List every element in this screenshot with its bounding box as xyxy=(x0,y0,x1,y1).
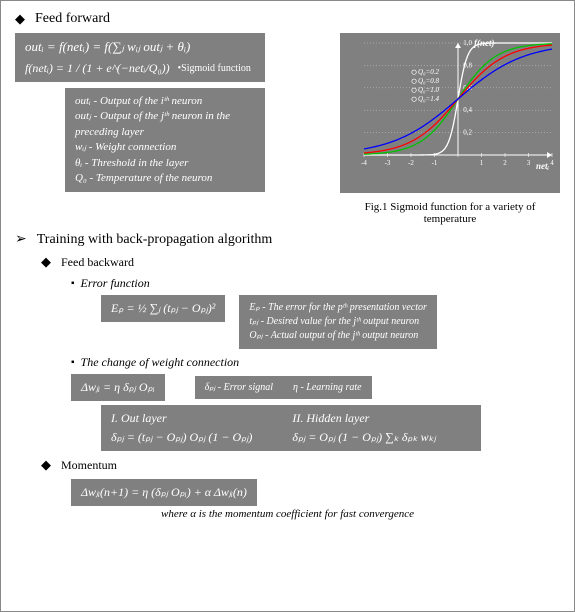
def-q0: Q₀ - Temperature of the neuron xyxy=(75,171,255,186)
sigmoid-label: •Sigmoid function xyxy=(178,63,251,74)
svg-text:Q₀=1.4: Q₀=1.4 xyxy=(418,95,439,103)
layer-formulas-box: I. Out layer δₚⱼ = (tₚⱼ − Oₚⱼ) Oₚⱼ (1 − … xyxy=(101,405,481,451)
feed-backward-title: Feed backward xyxy=(61,255,134,270)
def-ep: Eₚ - The error for the pᵗʰ presentation … xyxy=(249,301,426,315)
svg-text:3: 3 xyxy=(527,159,531,167)
formula-out-net-text: outᵢ = f(netᵢ) = f(∑ⱼ wᵢⱼ outⱼ + θᵢ) xyxy=(25,39,255,55)
def-delta-pj: δₚⱼ - Error signal xyxy=(205,382,273,393)
def-out-i: outᵢ - Output of the iᵗʰ neuron xyxy=(75,94,255,109)
svg-text:0,2: 0,2 xyxy=(463,129,472,137)
hidden-layer-label: II. Hidden layer xyxy=(292,411,436,426)
def-out-j: outⱼ - Output of the jᵗʰ neuron in the p… xyxy=(75,109,255,140)
diamond-icon: ◆ xyxy=(41,254,51,270)
formula-out-net: outᵢ = f(netᵢ) = f(∑ⱼ wᵢⱼ outⱼ + θᵢ) f(n… xyxy=(15,33,265,82)
def-tpj: tₚⱼ - Desired value for the jᵗʰ output n… xyxy=(249,315,426,329)
svg-text:Q₀=0.2: Q₀=0.2 xyxy=(418,68,439,76)
svg-text:4: 4 xyxy=(550,159,554,167)
momentum-heading: ◆ Momentum xyxy=(41,457,560,473)
diamond-icon: ◆ xyxy=(15,11,25,27)
arrow-icon: ➢ xyxy=(15,231,27,248)
svg-text:-1: -1 xyxy=(432,159,438,167)
feed-backward-heading: ◆ Feed backward xyxy=(41,254,560,270)
svg-text:-4: -4 xyxy=(361,159,367,167)
formula-delta-w-text: Δwⱼᵢ = η δₚⱼ Oₚᵢ xyxy=(81,380,155,394)
feed-forward-heading: ◆ Feed forward xyxy=(15,11,560,27)
formula-momentum-text: Δwⱼᵢ(n+1) = η (δₚⱼ Oₚᵢ) + α Δwⱼᵢ(n) xyxy=(81,485,247,499)
svg-text:-3: -3 xyxy=(385,159,391,167)
chart-caption: Fig.1 Sigmoid function for a variety of … xyxy=(340,201,560,225)
formula-sigmoid-text: f(netᵢ) = 1 / (1 + e^(−netᵢ/Q₀)) xyxy=(25,61,170,76)
def-eta: η - Learning rate xyxy=(293,382,362,393)
svg-text:2: 2 xyxy=(503,159,507,167)
svg-text:Q₀=1.0: Q₀=1.0 xyxy=(418,86,439,94)
formula-error-text: Eₚ = ½ ∑ⱼ (tₚⱼ − Oₚⱼ)² xyxy=(111,301,215,315)
error-function-row: ▪ Error function Eₚ = ½ ∑ⱼ (tₚⱼ − Oₚⱼ)² … xyxy=(71,276,560,349)
diamond-icon: ◆ xyxy=(41,457,51,473)
def-theta: θᵢ - Threshold in the layer xyxy=(75,156,255,171)
svg-text:Q₀=0.8: Q₀=0.8 xyxy=(418,77,439,85)
error-function-title: Error function xyxy=(81,276,150,291)
square-icon: ▪ xyxy=(71,278,75,289)
definitions-box-1: outᵢ - Output of the iᵗʰ neuron outⱼ - O… xyxy=(65,88,265,192)
svg-text:1: 1 xyxy=(480,159,484,167)
svg-text:1,0: 1,0 xyxy=(463,39,472,47)
svg-text:f(net): f(net) xyxy=(474,38,495,48)
out-layer-formula: δₚⱼ = (tₚⱼ − Oₚⱼ) Oₚⱼ (1 − Oₚⱼ) xyxy=(111,430,252,445)
weight-change-row: ▪ The change of weight connection Δwⱼᵢ =… xyxy=(71,355,560,451)
sigmoid-chart: -4-3-2-112340,20,40,60,81,0Q₀=1.4Q₀=1.0Q… xyxy=(340,33,560,193)
formula-delta-w: Δwⱼᵢ = η δₚⱼ Oₚᵢ xyxy=(71,374,165,401)
out-layer-label: I. Out layer xyxy=(111,411,252,426)
training-title: Training with back-propagation algorithm xyxy=(37,232,273,248)
formula-error: Eₚ = ½ ∑ⱼ (tₚⱼ − Oₚⱼ)² xyxy=(101,295,225,322)
svg-text:0,4: 0,4 xyxy=(463,106,472,114)
square-icon: ▪ xyxy=(71,357,75,368)
hidden-layer-formula: δₚⱼ = Oₚⱼ (1 − Oₚⱼ) ∑ₖ δₚₖ wₖⱼ xyxy=(292,430,436,445)
def-wij: wᵢⱼ - Weight connection xyxy=(75,140,255,155)
definitions-box-2: Eₚ - The error for the pᵗʰ presentation … xyxy=(239,295,436,349)
feed-forward-title: Feed forward xyxy=(35,11,110,27)
sigmoid-chart-container: -4-3-2-112340,20,40,60,81,0Q₀=1.4Q₀=1.0Q… xyxy=(340,33,560,225)
training-heading: ➢ Training with back-propagation algorit… xyxy=(15,231,560,248)
formula-momentum: Δwⱼᵢ(n+1) = η (δₚⱼ Oₚᵢ) + α Δwⱼᵢ(n) xyxy=(71,479,257,506)
momentum-title: Momentum xyxy=(61,458,117,473)
weight-change-title: The change of weight connection xyxy=(81,355,240,370)
footnote: where α is the momentum coefficient for … xyxy=(15,508,560,520)
svg-text:netᵢ: netᵢ xyxy=(536,161,550,171)
svg-text:-2: -2 xyxy=(408,159,414,167)
def-opj: Oₚⱼ - Actual output of the jᵗʰ output ne… xyxy=(249,329,426,343)
definitions-box-3: δₚⱼ - Error signal η - Learning rate xyxy=(195,376,372,399)
